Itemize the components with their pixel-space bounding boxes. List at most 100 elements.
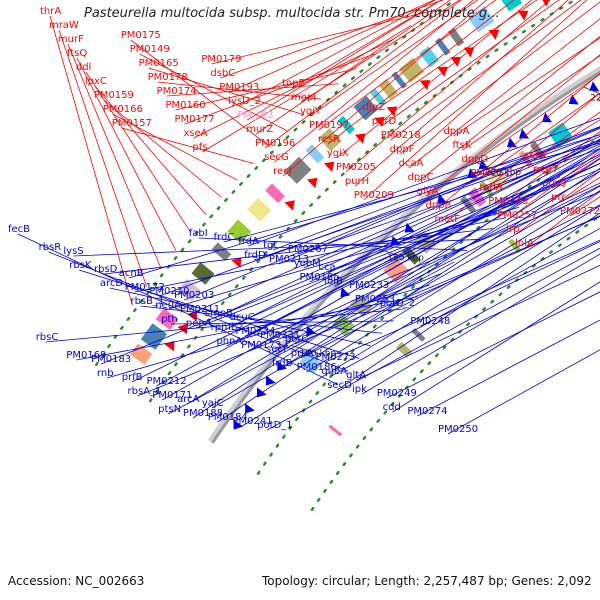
leader-line (389, 215, 600, 309)
forward-gene-label: PM0197 (309, 120, 349, 131)
feature-tracks (129, 0, 600, 437)
reverse-gene-label: ptsN (158, 404, 181, 415)
forward-gene-label: murZ (246, 124, 273, 135)
cog-block-outer (353, 95, 378, 121)
reverse-gene-label: frdA (238, 236, 259, 247)
forward-gene-label: murF (58, 34, 84, 45)
forward-gene-label: lpxC (85, 76, 107, 87)
leader-line (426, 54, 600, 197)
tick-label: 160 kbp (300, 349, 337, 359)
leader-line (408, 18, 600, 169)
reverse-gene-label: gltA (346, 370, 366, 381)
leader-line (358, 191, 600, 291)
reverse-gene-label: PM0172 (125, 282, 165, 293)
reverse-gene-label: fabI (189, 228, 208, 239)
reverse-gene-label: frdB (272, 358, 293, 369)
forward-gene-label: PM0174 (157, 86, 197, 97)
leader-line (76, 57, 177, 251)
leader-line (238, 0, 436, 107)
leader-line (318, 0, 497, 131)
forward-gene-label: PM_t03 (237, 110, 273, 121)
cog-block-inner (383, 257, 409, 284)
forward-gene-label: lrp (506, 224, 519, 235)
forward-gene-label: PM0243 (488, 196, 528, 207)
map-title: Pasteurella multocida subsp. multocida s… (84, 6, 500, 21)
cog-block-inner (299, 352, 322, 374)
leader-line (363, 0, 588, 201)
leader-line (462, 55, 600, 151)
leader-line (399, 1, 600, 155)
leader-line (273, 0, 474, 163)
dotted-ring-2 (148, 0, 578, 403)
leader-line (137, 272, 443, 397)
forward-gene-label: xseA (183, 128, 207, 139)
forward-gene-label: pfs (192, 142, 207, 153)
forward-gene-label: mraW (49, 20, 79, 31)
leader-line (435, 73, 600, 211)
leader-line (156, 145, 600, 387)
reverse-gene-arrow (233, 419, 244, 430)
leader-line (85, 71, 192, 233)
leader-line (354, 0, 569, 187)
leader-line (202, 24, 412, 153)
forward-gene-arrow (284, 200, 295, 211)
forward-gene-label: PM0251 (470, 168, 510, 179)
accession-text: Accession: NC_002663 (8, 574, 145, 588)
cog-block-outer (227, 219, 252, 244)
reverse-gene-label: frdC (214, 232, 235, 243)
forward-gene-label: secG (264, 152, 289, 163)
reverse-gene-label: PM0250 (438, 424, 478, 435)
cog-block-innermost (328, 424, 343, 437)
forward-gene-label: thrA (40, 6, 61, 17)
forward-gene-label: ddl (76, 62, 91, 73)
cog-block-outer (337, 115, 356, 135)
reverse-gene-label: yajC (202, 398, 224, 409)
reverse-gene-arrow (277, 360, 287, 372)
cog-block-inner (467, 187, 487, 208)
forward-gene-label: PM0272 (560, 206, 600, 217)
leader-line (300, 0, 461, 103)
forward-gene-label: PM0257 (497, 210, 537, 221)
cog-block-outer (467, 6, 495, 33)
cog-block-outer (378, 78, 398, 100)
forward-gene-label: radA (479, 182, 503, 193)
leader-line (184, 53, 375, 125)
reverse-gene-label: potD_1 (257, 420, 292, 431)
cog-block-outer (155, 308, 179, 330)
leader-line (372, 0, 538, 113)
leader-line (278, 127, 600, 265)
leader-line (247, 0, 443, 121)
reverse-gene-label: smpB (205, 308, 233, 319)
leader-line (73, 239, 480, 257)
reverse-gene-label: PM0188 (183, 408, 223, 419)
leader-line (251, 147, 600, 351)
leader-line (211, 10, 431, 65)
reverse-gene-label: arcA (177, 394, 200, 405)
forward-gene-label: metF (434, 214, 460, 225)
leader-line (167, 261, 455, 415)
gene-labels: thrA mraW murF ftsQ ddl lpxC PM0159 PM0166 PM015… (8, 6, 600, 435)
leader-line (48, 251, 349, 372)
forward-gene-label: serS (524, 150, 546, 161)
cog-block-outer (177, 279, 201, 302)
cog-block-inner (459, 195, 477, 214)
cog-block-outer (501, 0, 523, 12)
leader-line (45, 308, 406, 343)
leader-line (281, 158, 600, 369)
forward-gene-label: dppB (426, 200, 452, 211)
tick-mark (476, 162, 503, 173)
reverse-gene-label: lolB (324, 276, 343, 287)
forward-gene-label: PM0179 (201, 54, 241, 65)
leader-line (306, 190, 600, 373)
cog-block-outer (447, 27, 465, 47)
leader-line (336, 0, 533, 159)
leader-line (211, 185, 600, 409)
leader-line (166, 83, 339, 97)
reverse-gene-label: queA (321, 366, 347, 377)
label-leaders (17, 0, 600, 435)
reverse-gene-label: PM0231 (260, 330, 300, 341)
reverse-gene-label: prfB (122, 372, 143, 383)
tick-label: 220 kbp (590, 93, 600, 103)
leader-line (309, 0, 479, 117)
forward-gene-arrow (323, 161, 335, 172)
